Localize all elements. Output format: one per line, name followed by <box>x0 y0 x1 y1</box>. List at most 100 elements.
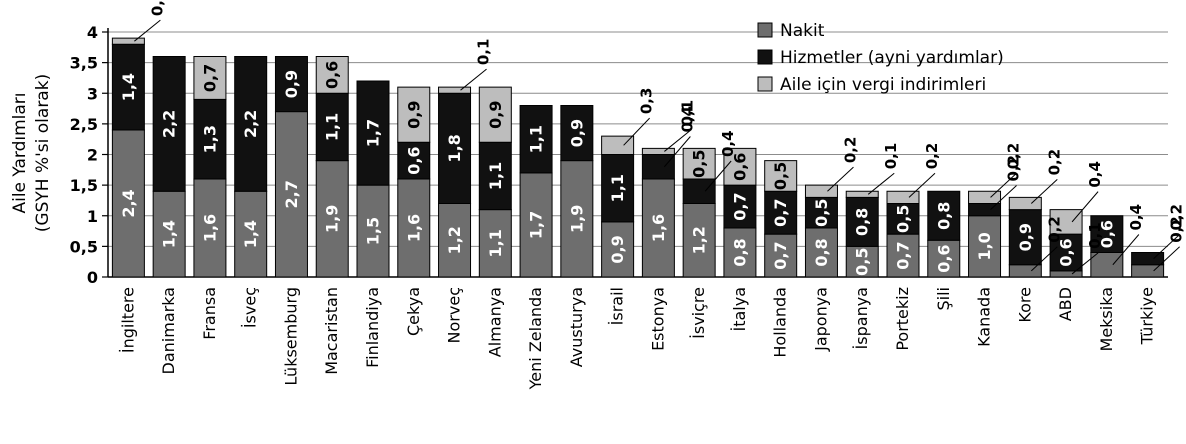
legend-label: Hizmetler (ayni yardımlar) <box>780 48 1004 68</box>
bar-segment <box>111 37 145 45</box>
leader-line <box>827 166 854 192</box>
bar-segment <box>886 233 920 278</box>
legend-swatch <box>757 76 773 92</box>
bar-segment <box>234 56 268 192</box>
category-label: Japonya <box>811 287 830 352</box>
value-label: 1,1 <box>527 125 546 153</box>
value-label: 0,5 <box>690 150 709 178</box>
bar-segment <box>1049 233 1083 272</box>
bars <box>111 37 1165 278</box>
category-label: İtalya <box>730 287 749 332</box>
category-label: Almanya <box>485 287 504 357</box>
legend-swatch <box>757 22 773 38</box>
y-tick-label: 4 <box>87 23 98 42</box>
value-label: 1,1 <box>323 113 342 141</box>
value-label: 0,4 <box>678 106 696 133</box>
value-label: 0,7 <box>200 64 219 92</box>
value-label: 0,6 <box>934 244 953 272</box>
leader-line <box>1153 246 1180 272</box>
category-label: ABD <box>1056 287 1075 321</box>
bar-segment <box>519 172 553 278</box>
value-label: 0,1 <box>1086 222 1104 249</box>
bar-segment <box>601 154 635 223</box>
bar-segment <box>682 178 716 204</box>
bar-segment <box>438 203 472 278</box>
leader-line <box>664 129 691 152</box>
bar-segment <box>601 135 635 155</box>
y-axis-title-line1: Aile Yardımları <box>10 92 30 213</box>
leader-line <box>1112 234 1140 266</box>
value-label: 0,1 <box>148 0 166 16</box>
value-label: 1,8 <box>445 134 464 162</box>
value-labels: 2,4 1,4 0,1 1,4 2,2 1,6 1,3 0,7 1,4 2,2 2,7 0,9 1,9 1… <box>119 0 1186 276</box>
bar-segment <box>641 147 675 155</box>
value-label: 0,5 <box>812 199 831 227</box>
category-label: Portekiz <box>893 287 912 351</box>
leader-line <box>867 172 895 195</box>
category-label: İspanya <box>852 287 871 349</box>
value-label: 1,9 <box>323 205 342 233</box>
bar-segment <box>274 56 308 113</box>
value-label: 0,8 <box>812 238 831 266</box>
bar-segment <box>968 190 1002 204</box>
category-label: Macaristan <box>322 287 341 375</box>
y-axis-title: Aile Yardımları (GSYH %'si olarak) <box>10 74 53 232</box>
bar-segment <box>1049 270 1083 278</box>
value-label: 0,9 <box>486 101 505 129</box>
category-label: Fransa <box>200 287 219 340</box>
value-label: 1,3 <box>200 125 219 153</box>
value-label: 0,5 <box>853 248 872 276</box>
bar-segment <box>397 178 431 278</box>
category-label: Finlandiya <box>363 287 382 368</box>
bar-segment <box>886 203 920 235</box>
bar-segment <box>1049 209 1083 235</box>
value-label: 1,6 <box>200 214 219 242</box>
leader-line <box>1030 179 1058 204</box>
value-label: 0,6 <box>404 146 423 174</box>
leader-line <box>134 19 161 42</box>
bar-segment <box>478 86 512 143</box>
value-label: 0,2 <box>1005 143 1023 170</box>
bar-segment <box>315 92 349 162</box>
value-label: 0,8 <box>730 238 749 266</box>
leader-line <box>460 68 487 91</box>
bar-segment <box>397 86 431 143</box>
category-label: Norveç <box>445 287 464 343</box>
legend-swatch <box>757 49 773 65</box>
legend-label: Nakit <box>780 21 825 41</box>
value-label: 0,8 <box>853 208 872 236</box>
x-axis-labels: İngiltere Danimarka Fransa İsveç Lüksemburg M… <box>118 287 1156 390</box>
bar-segment <box>560 160 594 278</box>
bar-segment <box>478 141 512 211</box>
y-axis-title-line2: (GSYH %'si olarak) <box>33 74 53 232</box>
value-label: 0,6 <box>1097 220 1116 248</box>
y-axis: 0 0,5 1 1,5 2 2,5 3 3,5 4 <box>70 23 109 287</box>
value-label: 0,1 <box>678 100 696 127</box>
value-label: 0,6 <box>730 153 749 181</box>
bar-segment <box>152 190 186 278</box>
category-label: Şili <box>934 287 953 311</box>
y-tick-label: 0 <box>87 268 98 287</box>
leader-line <box>1030 246 1058 272</box>
value-label: 0,2 <box>841 137 859 164</box>
bar-segment <box>111 43 145 131</box>
y-tick-label: 2,5 <box>70 115 98 134</box>
value-label: 1,4 <box>119 73 138 101</box>
bar-segment <box>723 147 757 186</box>
bar-segment <box>723 184 757 229</box>
leader-line <box>990 185 1017 210</box>
bar-segment <box>764 160 798 192</box>
legend-label: Aile için vergi indirimleri <box>780 75 986 95</box>
y-tick-label: 3 <box>87 84 98 103</box>
category-label: Hollanda <box>771 287 790 358</box>
bar-segment <box>193 98 227 180</box>
bar-segment <box>1008 209 1042 266</box>
value-label: 1,1 <box>486 162 505 190</box>
value-label: 0,2 <box>1168 204 1186 231</box>
bar-segment <box>886 190 920 204</box>
value-label: 1,2 <box>445 226 464 254</box>
leader-line <box>990 172 1017 198</box>
value-label: 0,7 <box>771 199 790 227</box>
bar-segment <box>478 209 512 278</box>
bar-segment <box>764 190 798 235</box>
